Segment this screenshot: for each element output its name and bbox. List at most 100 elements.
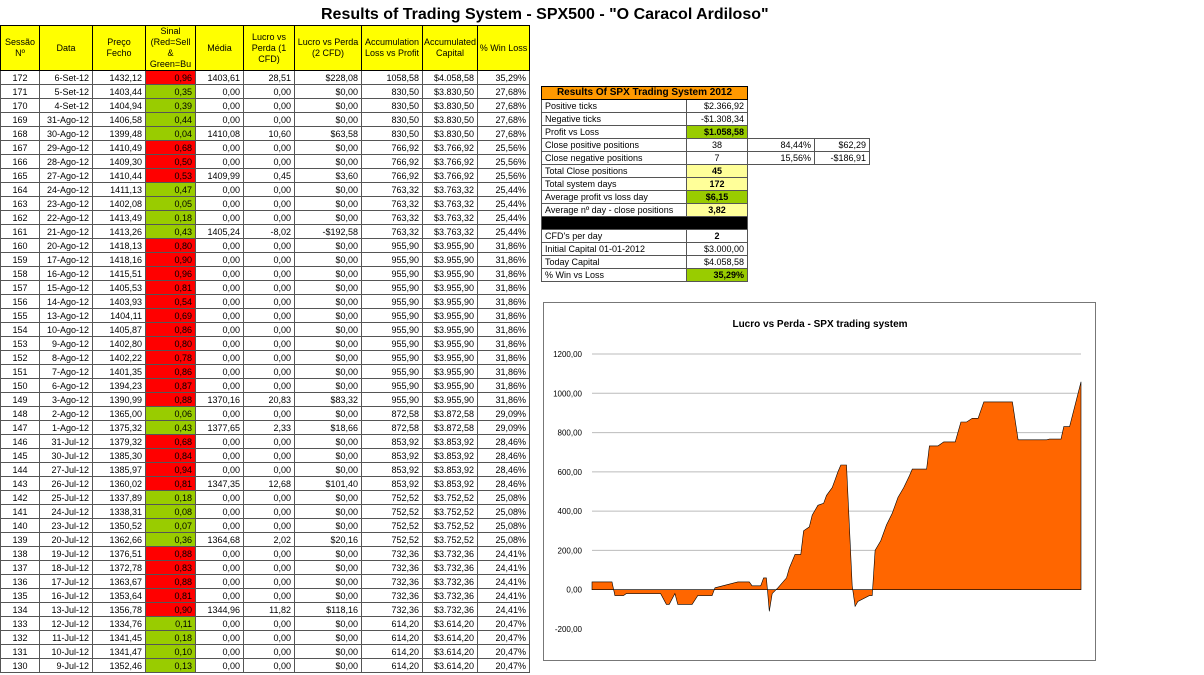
cell-price: 1376,51 [92, 546, 146, 561]
cell-lp2: $0,00 [294, 350, 362, 365]
cell-session: 136 [0, 574, 40, 589]
cell-signal: 0,36 [145, 532, 196, 547]
cell-price: 1353,64 [92, 588, 146, 603]
cell-lp2: $0,00 [294, 238, 362, 253]
cell-price: 1350,52 [92, 518, 146, 533]
cell-capital: $3.853,92 [421, 448, 479, 463]
cell-lp2: $63,58 [294, 126, 362, 141]
cell-signal: 0,43 [145, 224, 196, 239]
today-capital-label: Today Capital [541, 255, 687, 269]
cell-price: 1375,32 [92, 420, 146, 435]
cell-signal: 0,07 [145, 518, 196, 533]
y-tick-label: 1200,00 [553, 350, 582, 359]
cell-session: 149 [0, 392, 40, 407]
cell-media: 0,00 [195, 182, 244, 197]
cell-date: 16-Jul-12 [39, 588, 93, 603]
cell-media: 0,00 [195, 448, 244, 463]
cell-win: 28,46% [477, 448, 531, 463]
cell-win: 27,68% [477, 126, 531, 141]
trades-table: Sessão Nº Data Preço Fecho Sinal (Red=Se… [0, 25, 531, 673]
cell-signal: 0,94 [145, 462, 196, 477]
cell-capital: $3.763,32 [421, 196, 479, 211]
cell-signal: 0,08 [145, 504, 196, 519]
cell-media: 0,00 [195, 196, 244, 211]
table-row: 165 27-Ago-12 1410,44 0,53 1409,99 0,45 $3,60 7… [0, 168, 531, 183]
cell-lp1: 0,00 [243, 560, 295, 575]
table-row: 171 5-Set-12 1403,44 0,35 0,00 0,00 $0,00 830,5… [0, 84, 531, 99]
cell-signal: 0,81 [145, 476, 196, 491]
cell-lp2: $83,32 [294, 392, 362, 407]
cell-price: 1405,53 [92, 280, 146, 295]
cell-capital: $3.766,92 [421, 154, 479, 169]
cell-accumulation: 955,90 [361, 350, 423, 365]
table-row: 161 21-Ago-12 1413,26 0,43 1405,24 -8,02 -$192… [0, 224, 531, 239]
cell-lp2: $0,00 [294, 98, 362, 113]
cell-lp2: $18,66 [294, 420, 362, 435]
cell-date: 2-Ago-12 [39, 406, 93, 421]
cell-accumulation: 955,90 [361, 294, 423, 309]
cell-date: 14-Ago-12 [39, 294, 93, 309]
cell-date: 9-Ago-12 [39, 336, 93, 351]
cell-price: 1363,67 [92, 574, 146, 589]
cell-lp2: $0,00 [294, 378, 362, 393]
cell-session: 170 [0, 98, 40, 113]
cell-media: 1347,35 [195, 476, 244, 491]
cell-signal: 0,68 [145, 140, 196, 155]
cell-capital: $3.763,32 [421, 182, 479, 197]
cell-win: 31,86% [477, 378, 531, 393]
cell-win: 25,44% [477, 182, 531, 197]
cell-accumulation: 830,50 [361, 84, 423, 99]
cell-session: 138 [0, 546, 40, 561]
cell-capital: $3.872,58 [421, 420, 479, 435]
cell-accumulation: 766,92 [361, 154, 423, 169]
table-row: 153 9-Ago-12 1402,80 0,80 0,00 0,00 $0,00 955,9… [0, 336, 531, 351]
cell-capital: $3.830,50 [421, 112, 479, 127]
table-row: 141 24-Jul-12 1338,31 0,08 0,00 0,00 $0,00 752,… [0, 504, 531, 519]
cell-lp2: $0,00 [294, 280, 362, 295]
cell-signal: 0,88 [145, 574, 196, 589]
cell-lp2: $0,00 [294, 364, 362, 379]
cell-lp1: 0,00 [243, 84, 295, 99]
table-row: 134 13-Jul-12 1356,78 0,90 1344,96 11,82 $118,… [0, 602, 531, 617]
table-row: 149 3-Ago-12 1390,99 0,88 1370,16 20,83 $83,32… [0, 392, 531, 407]
cell-date: 20-Jul-12 [39, 532, 93, 547]
cell-capital: $3.830,50 [421, 84, 479, 99]
cell-signal: 0,84 [145, 448, 196, 463]
cell-lp1: 0,00 [243, 280, 295, 295]
cell-win: 25,44% [477, 224, 531, 239]
cell-media: 0,00 [195, 504, 244, 519]
cell-date: 24-Jul-12 [39, 504, 93, 519]
cell-signal: 0,06 [145, 406, 196, 421]
header-win: % Win Loss [477, 25, 531, 71]
cell-win: 35,29% [477, 70, 531, 85]
cell-lp1: 2,02 [243, 532, 295, 547]
cell-date: 1-Ago-12 [39, 420, 93, 435]
cell-date: 4-Set-12 [39, 98, 93, 113]
cell-session: 156 [0, 294, 40, 309]
close-positive-pct: 84,44% [747, 138, 815, 152]
cell-lp2: $0,00 [294, 658, 362, 673]
close-negative-label: Close negative positions [541, 151, 687, 165]
table-row: 158 16-Ago-12 1415,51 0,96 0,00 0,00 $0,00 955,… [0, 266, 531, 281]
cell-signal: 0,54 [145, 294, 196, 309]
cell-signal: 0,05 [145, 196, 196, 211]
cell-signal: 0,87 [145, 378, 196, 393]
cell-lp2: $0,00 [294, 434, 362, 449]
cell-lp1: 0,00 [243, 308, 295, 323]
cell-date: 31-Jul-12 [39, 434, 93, 449]
total-close-value: 45 [686, 164, 748, 178]
table-row: 154 10-Ago-12 1405,87 0,86 0,00 0,00 $0,00 955,… [0, 322, 531, 337]
cell-lp2: $0,00 [294, 112, 362, 127]
cell-lp2: $0,00 [294, 308, 362, 323]
cell-date: 17-Ago-12 [39, 252, 93, 267]
cell-price: 1410,49 [92, 140, 146, 155]
cell-date: 29-Ago-12 [39, 140, 93, 155]
cell-date: 25-Jul-12 [39, 490, 93, 505]
cell-win: 24,41% [477, 602, 531, 617]
cell-session: 134 [0, 602, 40, 617]
cell-price: 1379,32 [92, 434, 146, 449]
table-row: 163 23-Ago-12 1402,08 0,05 0,00 0,00 $0,00 763,… [0, 196, 531, 211]
total-days-label: Total system days [541, 177, 687, 191]
cell-signal: 0,11 [145, 616, 196, 631]
cell-accumulation: 853,92 [361, 462, 423, 477]
